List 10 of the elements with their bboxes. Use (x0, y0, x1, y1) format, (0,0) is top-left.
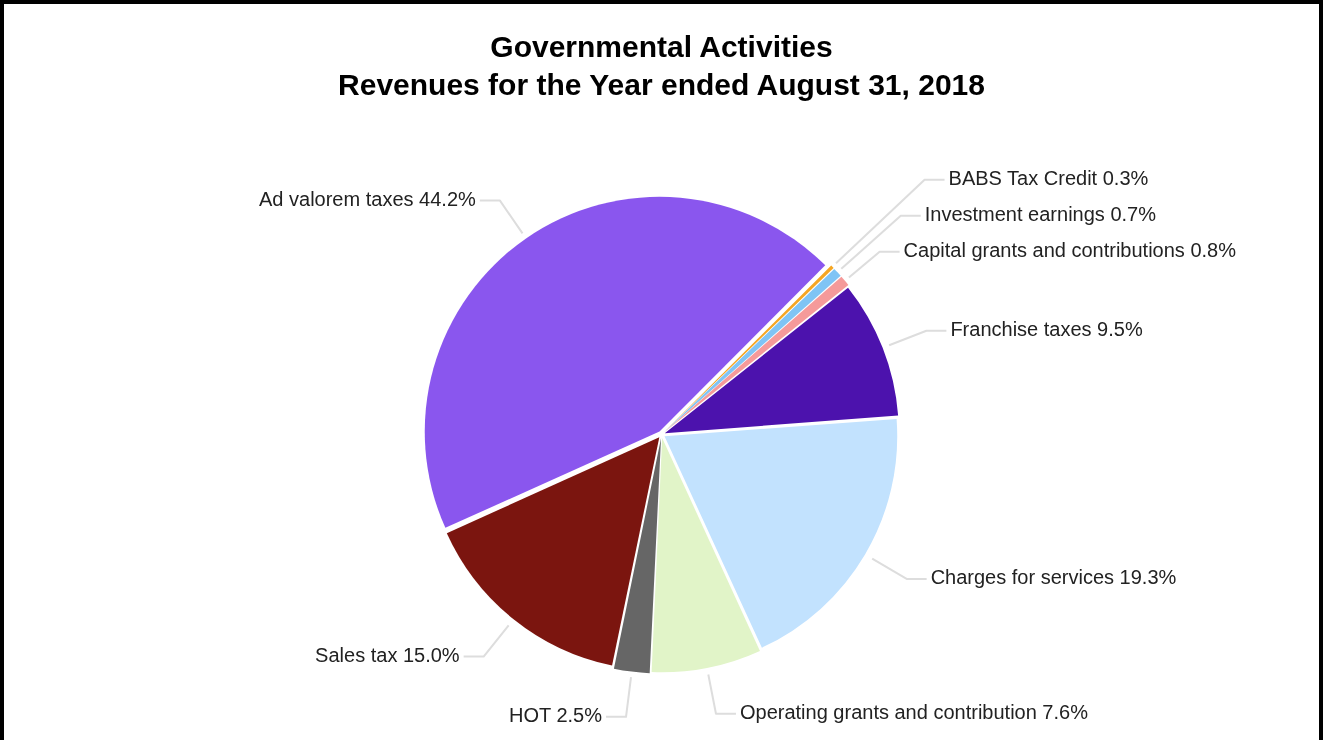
slice-label: HOT 2.5% (509, 704, 603, 727)
slice-label: Capital grants and contributions 0.8% (903, 239, 1237, 262)
slice-label: Sales tax 15.0% (315, 644, 460, 667)
slice-label: Franchise taxes 9.5% (950, 318, 1143, 341)
slice-label: Charges for services 19.3% (930, 566, 1177, 589)
chart-title: Governmental Activities Revenues for the Year ended August 31, 2018 (338, 30, 985, 101)
slice-label: Operating grants and contribution 7.6% (739, 701, 1089, 724)
slice-label: Ad valorem taxes 44.2% (259, 187, 476, 210)
slice-label: BABS Tax Credit 0.3% (948, 167, 1149, 190)
slice-label: Investment earnings 0.7% (924, 203, 1157, 226)
